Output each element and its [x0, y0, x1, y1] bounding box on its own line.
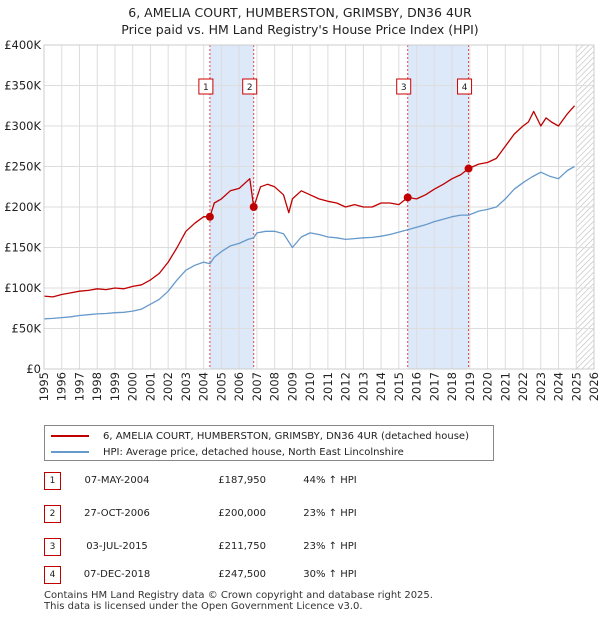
x-tick-label: 2007	[250, 372, 264, 401]
hpi-series-line	[44, 165, 575, 320]
chart-title: 6, AMELIA COURT, HUMBERSTON, GRIMSBY, DN…	[128, 5, 472, 20]
sale-price: £247,500	[218, 569, 266, 580]
sale-row: 2 27-OCT-2006 £200,000 23% ↑ HPI	[44, 505, 404, 525]
y-tick-label: £400K	[4, 38, 41, 52]
footer-copyright: Contains HM Land Registry data © Crown c…	[44, 590, 433, 601]
sale-number-label: 4	[462, 83, 468, 93]
x-tick-label: 2015	[392, 372, 406, 401]
sale-number-badge: 4	[44, 566, 61, 584]
sale-hpi-diff: 44% ↑ HPI	[303, 475, 357, 486]
chart-subtitle: Price paid vs. HM Land Registry's House …	[121, 22, 479, 37]
sale-date: 07-DEC-2018	[83, 569, 151, 580]
x-tick-label: 2005	[214, 372, 228, 401]
x-tick-label: 2017	[427, 372, 441, 401]
legend-property-label: 6, AMELIA COURT, HUMBERSTON, GRIMSBY, DN…	[103, 430, 469, 442]
x-tick-label: 2004	[197, 372, 211, 401]
sale-number-box-frame	[198, 78, 214, 95]
y-tick-label: £0	[26, 362, 41, 376]
sale-number-box-frame	[242, 78, 258, 95]
sale-number-box: 2	[242, 78, 258, 95]
y-tick-label: £100K	[4, 281, 41, 295]
price-chart: 1 2 3 4 £0 £50K £100K £150K £200K £250K £300K £350…	[4, 38, 600, 401]
x-tick-label: 1998	[90, 372, 104, 401]
x-tick-label: 2014	[374, 372, 388, 401]
sale-point	[249, 203, 258, 211]
sale-price: £211,750	[218, 541, 266, 552]
x-tick-label: 2012	[339, 372, 353, 401]
plot-frame	[43, 44, 595, 370]
sale-number-box-frame	[396, 78, 412, 95]
sale-number-box-frame	[457, 78, 473, 95]
sale-number-badge: 2	[44, 505, 61, 523]
sale-number-badge: 3	[44, 538, 61, 556]
sale-hpi-diff: 30% ↑ HPI	[303, 569, 357, 580]
x-tick-label: 2025	[569, 372, 583, 401]
x-tick-label: 1999	[108, 372, 122, 401]
sale-number-box: 4	[457, 78, 473, 95]
sale-point	[205, 212, 214, 221]
y-tick-label: £250K	[4, 160, 41, 174]
sale-date: 27-OCT-2006	[84, 508, 150, 519]
x-tick-label: 2010	[303, 372, 317, 401]
sale-number-badge: 1	[44, 472, 61, 490]
property-line-swatch	[51, 435, 89, 437]
legend-hpi-label: HPI: Average price, detached house, Nort…	[103, 446, 404, 458]
sale-row: 3 03-JUL-2015 £211,750 23% ↑ HPI	[44, 538, 404, 558]
x-tick-label: 2020	[481, 372, 495, 401]
sale-number-label: 3	[401, 83, 407, 93]
x-tick-label: 2003	[179, 372, 193, 401]
x-tick-label: 2016	[410, 372, 424, 401]
sale-number-box: 1	[198, 78, 214, 95]
y-tick-label: £200K	[4, 200, 41, 214]
sale-date: 07-MAY-2004	[84, 475, 150, 486]
x-tick-label: 2006	[232, 372, 246, 401]
x-tick-label: 1995	[37, 372, 51, 401]
sale-number-label: 2	[247, 83, 253, 93]
sale-point	[403, 193, 412, 202]
footer: Contains HM Land Registry data © Crown c…	[44, 590, 433, 612]
hpi-line-swatch	[51, 451, 89, 453]
x-tick-label: 1996	[55, 372, 69, 401]
x-tick-label: 2026	[587, 372, 600, 401]
x-tick-label: 2023	[534, 372, 548, 401]
legend: 6, AMELIA COURT, HUMBERSTON, GRIMSBY, DN…	[44, 425, 494, 461]
x-tick-label: 2008	[268, 372, 282, 401]
x-tick-label: 2018	[445, 372, 459, 401]
y-tick-label: £50K	[12, 322, 42, 336]
sale-row: 4 07-DEC-2018 £247,500 30% ↑ HPI	[44, 566, 404, 586]
sale-number-label: 1	[203, 83, 209, 93]
x-tick-label: 2021	[498, 372, 512, 401]
sale-price: £200,000	[218, 508, 266, 519]
y-tick-label: £300K	[4, 119, 41, 133]
x-tick-label: 2009	[285, 372, 299, 401]
legend-item-hpi: HPI: Average price, detached house, Nort…	[51, 444, 404, 460]
sale-hpi-diff: 23% ↑ HPI	[303, 541, 357, 552]
legend-item-property: 6, AMELIA COURT, HUMBERSTON, GRIMSBY, DN…	[51, 428, 469, 444]
sale-price: £187,950	[218, 475, 266, 486]
sale-number-box: 3	[396, 78, 412, 95]
x-tick-label: 2000	[126, 372, 140, 401]
x-tick-label: 1997	[72, 372, 86, 401]
x-tick-label: 2011	[321, 372, 335, 401]
x-tick-label: 2024	[552, 372, 566, 401]
sale-date: 03-JUL-2015	[86, 541, 148, 552]
property-series-line	[44, 105, 575, 298]
sale-row: 1 07-MAY-2004 £187,950 44% ↑ HPI	[44, 472, 404, 492]
footer-licence: This data is licensed under the Open Gov…	[44, 601, 363, 612]
sale-point	[464, 164, 473, 173]
y-tick-label: £150K	[4, 241, 41, 255]
y-tick-label: £350K	[4, 79, 41, 93]
x-tick-label: 2013	[356, 372, 370, 401]
x-tick-label: 2001	[143, 372, 157, 401]
x-tick-label: 2002	[161, 372, 175, 401]
x-tick-label: 2019	[463, 372, 477, 401]
x-tick-label: 2022	[516, 372, 530, 401]
sale-hpi-diff: 23% ↑ HPI	[303, 508, 357, 519]
chart-title-block: 6, AMELIA COURT, HUMBERSTON, GRIMSBY, DN…	[0, 4, 600, 38]
